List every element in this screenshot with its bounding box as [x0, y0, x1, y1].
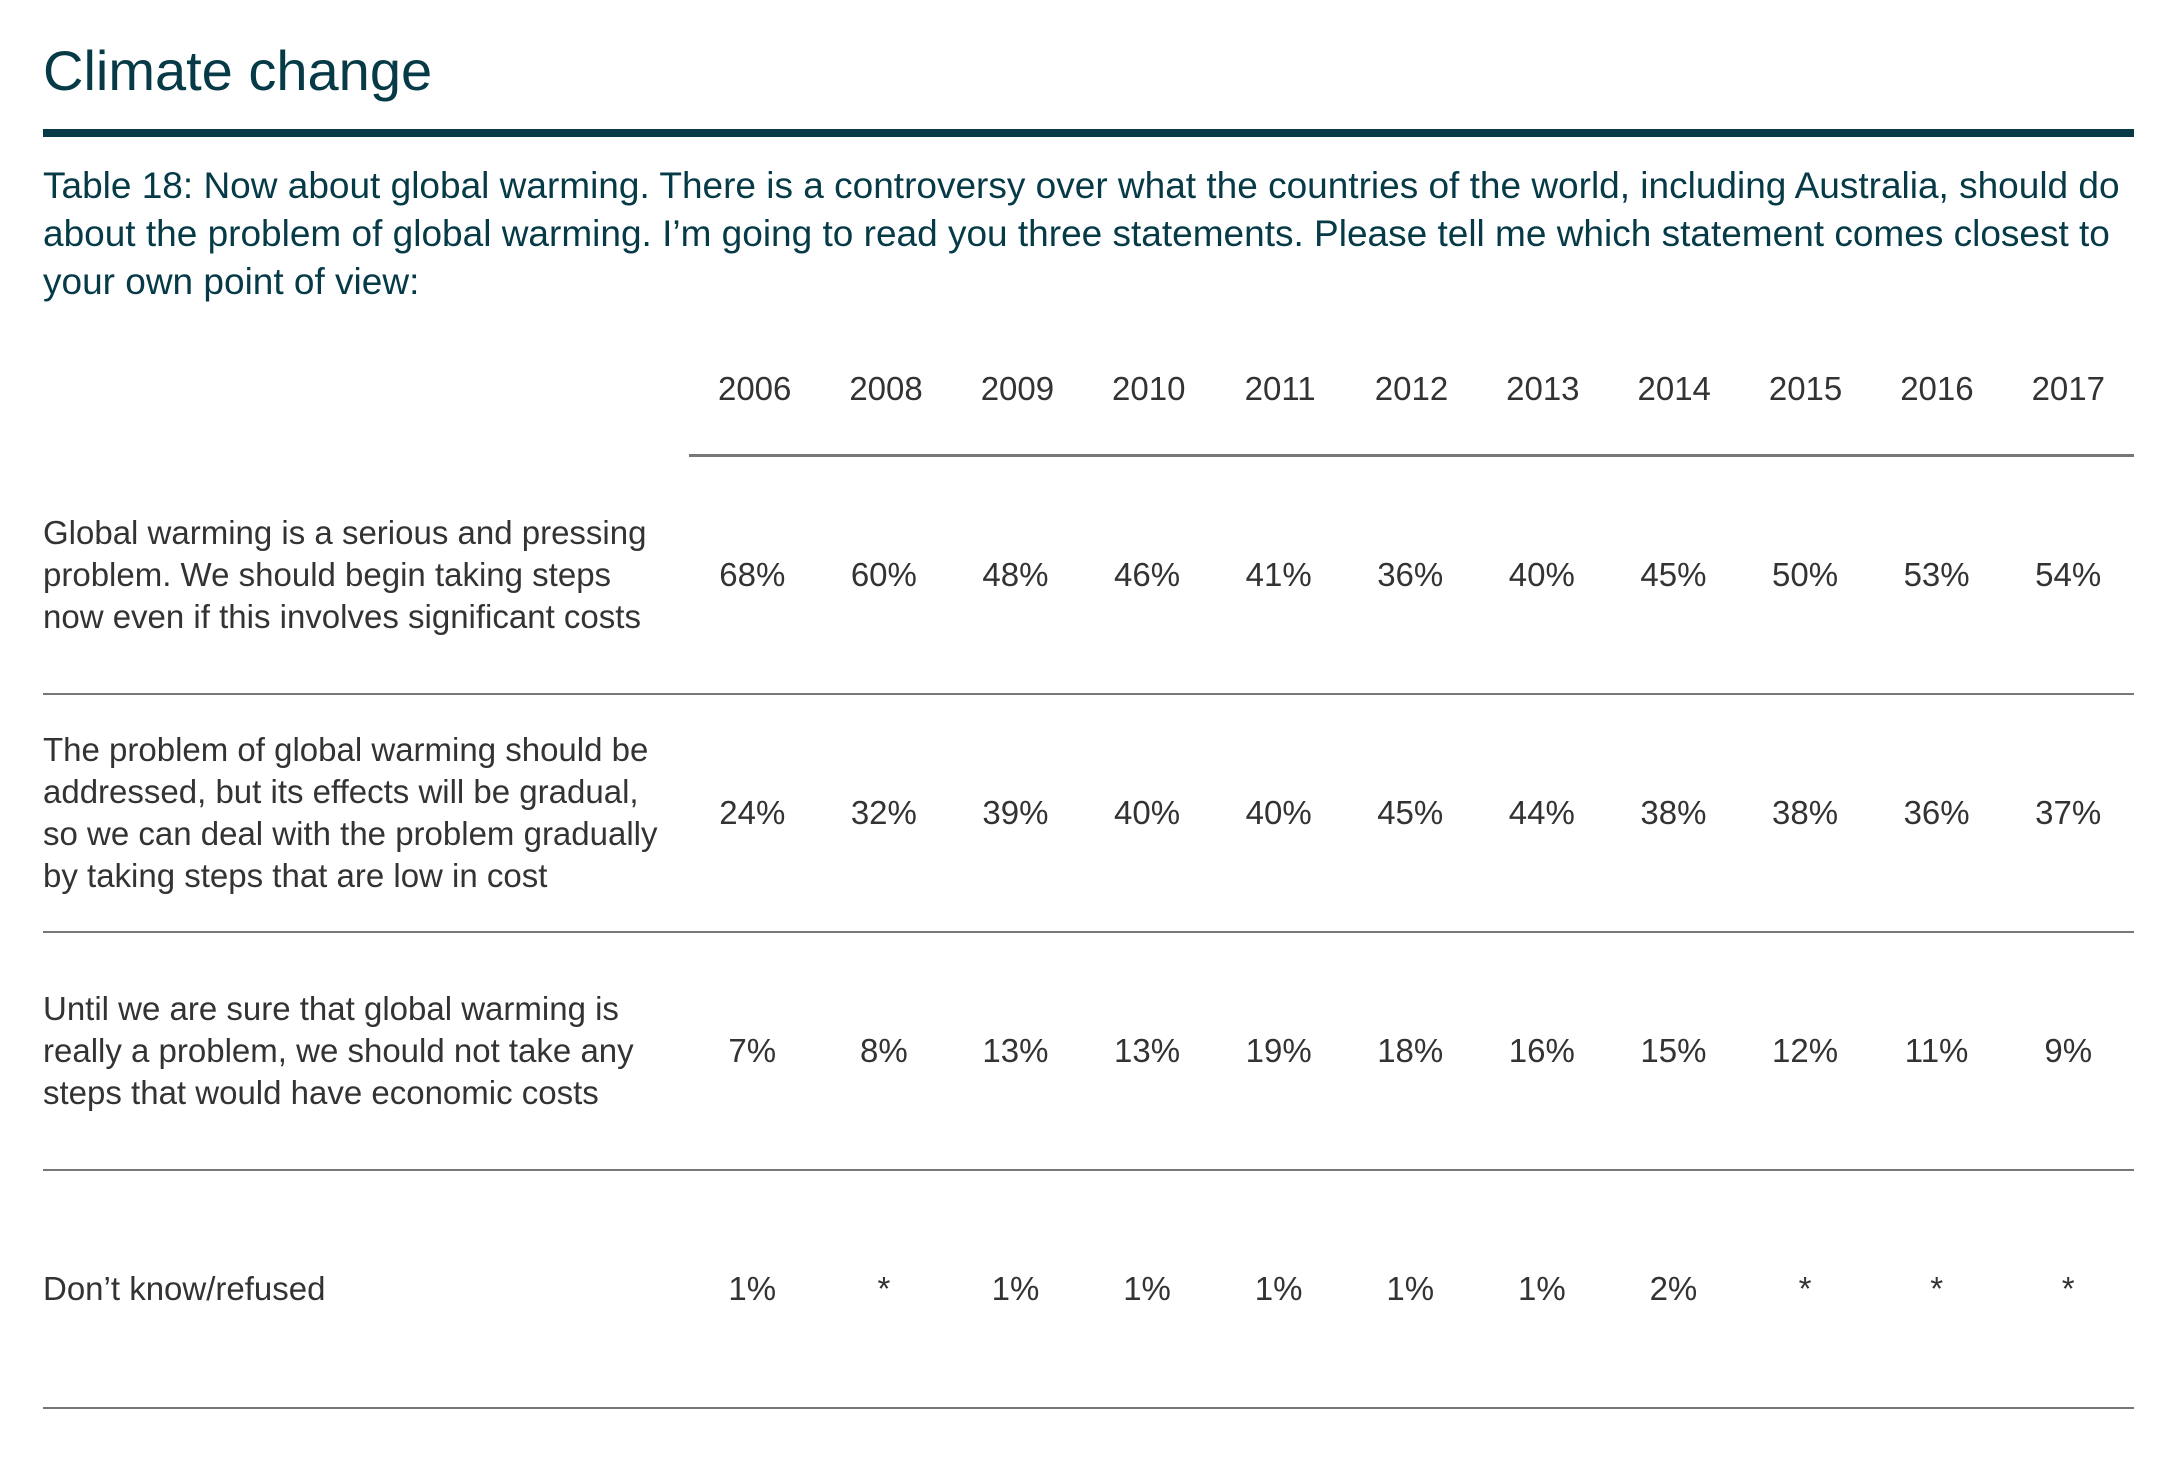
row-label: Global warming is a serious and pressing…	[43, 514, 647, 635]
year-header: 2015	[1768, 370, 1843, 407]
row-label: The problem of global warming should be …	[43, 731, 658, 894]
year-header: 2016	[1900, 370, 1974, 407]
value-cell: 45%	[1377, 794, 1444, 831]
value-cell: 13%	[982, 1032, 1049, 1069]
title-divider	[43, 129, 2134, 137]
value-cell: 38%	[1771, 794, 1839, 831]
value-cell: *	[2061, 1270, 2075, 1307]
value-cell: 2%	[1649, 1270, 1698, 1307]
value-cell: 7%	[728, 1032, 777, 1069]
value-cell: 53%	[1903, 556, 1970, 593]
value-cell: *	[1930, 1270, 1944, 1307]
value-cell: 19%	[1245, 1032, 1312, 1069]
value-cell: 40%	[1245, 794, 1312, 831]
year-header: 2008	[849, 370, 923, 407]
year-header: 2009	[980, 370, 1055, 407]
value-cell: 16%	[1508, 1032, 1575, 1069]
value-cell: 1%	[1386, 1270, 1435, 1307]
table-header: 2006 2008 2009 2010 2011 2012 2013 2014 2015 2016…	[43, 340, 2134, 457]
value-cell: 12%	[1771, 1032, 1839, 1069]
value-cell: 8%	[860, 1032, 908, 1069]
results-table: 2006 2008 2009 2010 2011 2012 2013 2014 2015 2016…	[43, 340, 2134, 1409]
value-cell: 46%	[1114, 556, 1181, 593]
value-cell: 32%	[850, 794, 917, 831]
value-cell: 1%	[728, 1270, 777, 1307]
row-label: Until we are sure that global warming is…	[43, 990, 634, 1111]
value-cell: 9%	[2044, 1032, 2093, 1069]
value-cell: 38%	[1640, 794, 1707, 831]
value-cell: 36%	[1903, 794, 1970, 831]
table-row: Global warming is a serious and pressing…	[43, 457, 2134, 695]
value-cell: 39%	[982, 794, 1049, 831]
value-cell: 48%	[982, 556, 1049, 593]
value-cell: 1%	[1123, 1270, 1171, 1307]
year-header: 2006	[717, 370, 792, 407]
table-row: The problem of global warming should be …	[43, 695, 2134, 933]
year-header: 2017	[2031, 370, 2105, 407]
row-label: Don’t know/refused	[43, 1270, 326, 1307]
value-cell: 1%	[1517, 1270, 1566, 1307]
value-cell: 18%	[1377, 1032, 1444, 1069]
value-cell: 40%	[1508, 556, 1575, 593]
value-cell: 45%	[1640, 556, 1707, 593]
value-cell: 40%	[1114, 794, 1181, 831]
value-cell: 15%	[1640, 1032, 1707, 1069]
value-cell: 41%	[1245, 556, 1312, 593]
value-cell: 54%	[2035, 556, 2102, 593]
year-header: 2011	[1244, 370, 1316, 407]
value-cell: 68%	[719, 556, 786, 593]
year-header: 2010	[1112, 370, 1186, 407]
value-cell: 13%	[1114, 1032, 1181, 1069]
table-row: Don’t know/refused 1% * 1% 1% 1% 1% 1% 2% * * *	[43, 1171, 2134, 1409]
value-cell: 36%	[1377, 556, 1444, 593]
table-row: Until we are sure that global warming is…	[43, 933, 2134, 1171]
value-cell: 11%	[1904, 1032, 1969, 1069]
value-cell: *	[877, 1270, 891, 1307]
value-cell: 1%	[991, 1270, 1040, 1307]
year-header: 2014	[1637, 370, 1711, 407]
value-cell: 1%	[1254, 1270, 1303, 1307]
value-cell: 50%	[1771, 556, 1839, 593]
year-header: 2012	[1374, 370, 1449, 407]
page-title: Climate change	[43, 39, 433, 102]
header-divider	[689, 454, 2134, 457]
table-caption: Table 18: Now about global warming. Ther…	[43, 165, 2120, 302]
value-cell: 44%	[1508, 794, 1575, 831]
value-cell: 24%	[719, 794, 786, 831]
value-cell: 37%	[2035, 794, 2102, 831]
value-cell: *	[1798, 1270, 1812, 1307]
year-header: 2013	[1506, 370, 1580, 407]
value-cell: 60%	[850, 556, 917, 593]
